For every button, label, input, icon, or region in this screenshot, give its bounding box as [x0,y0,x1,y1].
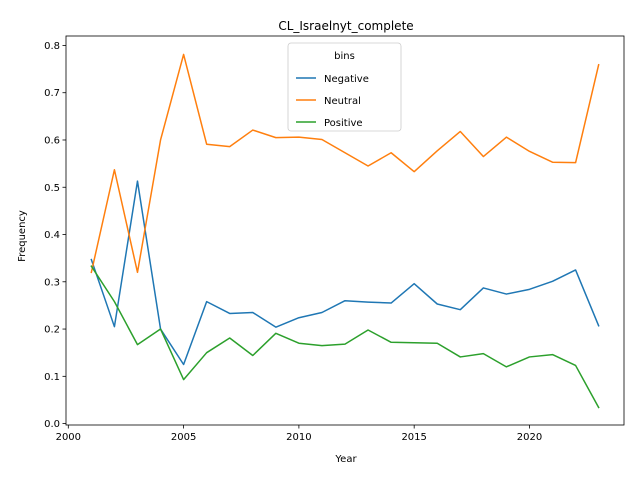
plot-frame [65,35,625,426]
y-axis-label: Frequency [17,210,28,262]
x-tick-label: 2020 [517,432,542,443]
chart-title: CL_Israelnyt_complete [278,19,413,33]
legend-box [287,42,402,132]
axes-layer: 2000 2005 2010 2015 2020 0.0 0.1 0.2 0.3 0.4 0.5 0.… [44,35,625,443]
y-tick-label: 0.6 [44,135,60,146]
y-tick-label: 0.2 [44,325,60,336]
x-tick-label: 2010 [286,432,311,443]
series-layer [90,53,600,409]
y-tick-label: 0.3 [44,277,60,288]
legend-label-positive: Positive [324,118,363,129]
y-tick-label: 0.0 [44,419,60,430]
y-tick-label: 0.8 [44,41,60,52]
legend-label-neutral: Neutral [324,96,361,107]
y-tick-label: 0.4 [44,230,60,241]
x-tick-label: 2015 [401,432,426,443]
y-tick-label: 0.7 [44,88,60,99]
y-tick-label: 0.1 [44,372,60,383]
legend-label-negative: Negative [324,74,369,85]
legend-title: bins [334,51,355,62]
legend: bins Negative Neutral Positive [287,42,402,132]
x-axis-label: Year [334,454,357,465]
x-tick-label: 2005 [171,432,196,443]
y-tick-label: 0.5 [44,183,60,194]
x-tick-label: 2000 [56,432,81,443]
